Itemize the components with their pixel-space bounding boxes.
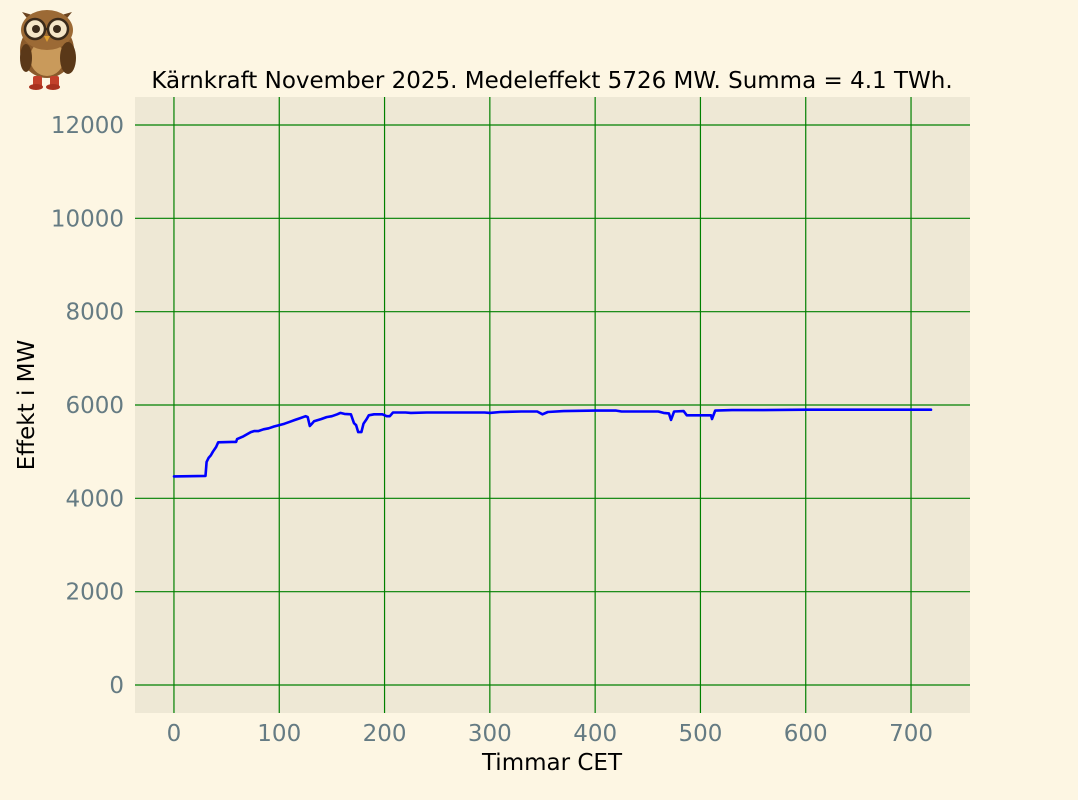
x-tick-label: 300: [468, 721, 512, 747]
x-axis-label: Timmar CET: [481, 750, 623, 776]
owl-logo-icon: [20, 10, 76, 90]
y-tick-label: 8000: [65, 300, 124, 326]
series-line: [172, 408, 933, 478]
x-tick-label: 0: [167, 721, 182, 747]
x-tick-label: 600: [784, 721, 828, 747]
y-axis-label: Effekt i MW: [14, 340, 40, 470]
y-tick-label: 4000: [65, 486, 124, 512]
grid-lines: [135, 97, 970, 713]
y-tick-label: 10000: [51, 206, 124, 232]
x-tick-label: 500: [678, 721, 722, 747]
y-tick-label: 2000: [65, 580, 124, 606]
y-tick-label: 0: [109, 673, 124, 699]
series-lines: [172, 408, 933, 478]
y-tick-label: 6000: [65, 393, 124, 419]
x-tick-label: 100: [257, 721, 301, 747]
y-tick-label: 12000: [51, 113, 124, 139]
x-tick-label: 200: [363, 721, 407, 747]
tick-labels: 0 100 200 300 400 500 600 700 0 2000 4000 6000 8000 1…: [51, 113, 933, 747]
x-tick-label: 700: [889, 721, 933, 747]
chart-title: Kärnkraft November 2025. Medeleffekt 572…: [151, 68, 952, 94]
x-tick-label: 400: [573, 721, 617, 747]
